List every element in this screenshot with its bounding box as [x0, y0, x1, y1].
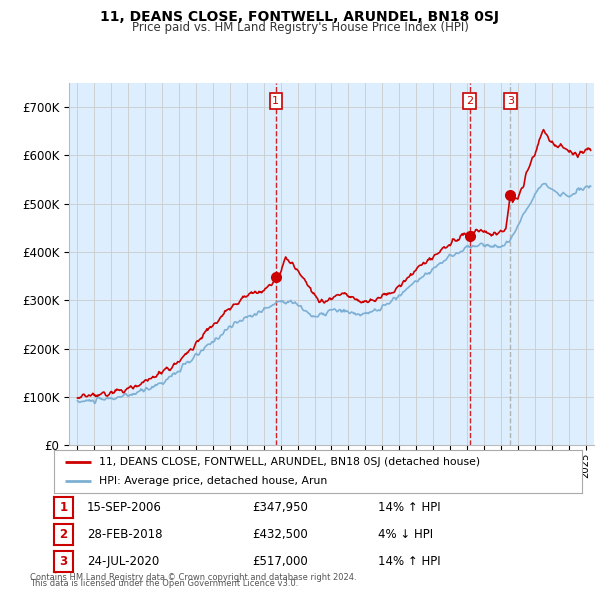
Text: 3: 3 — [507, 96, 514, 106]
Text: 28-FEB-2018: 28-FEB-2018 — [87, 528, 163, 541]
Text: 2: 2 — [466, 96, 473, 106]
Text: 15-SEP-2006: 15-SEP-2006 — [87, 501, 162, 514]
Text: Price paid vs. HM Land Registry's House Price Index (HPI): Price paid vs. HM Land Registry's House … — [131, 21, 469, 34]
Text: 3: 3 — [59, 555, 68, 568]
Text: HPI: Average price, detached house, Arun: HPI: Average price, detached house, Arun — [99, 476, 327, 486]
Text: 14% ↑ HPI: 14% ↑ HPI — [378, 501, 440, 514]
Text: 11, DEANS CLOSE, FONTWELL, ARUNDEL, BN18 0SJ (detached house): 11, DEANS CLOSE, FONTWELL, ARUNDEL, BN18… — [99, 457, 480, 467]
Text: £347,950: £347,950 — [252, 501, 308, 514]
Text: £432,500: £432,500 — [252, 528, 308, 541]
Text: Contains HM Land Registry data © Crown copyright and database right 2024.: Contains HM Land Registry data © Crown c… — [30, 573, 356, 582]
Text: 24-JUL-2020: 24-JUL-2020 — [87, 555, 159, 568]
Text: 2: 2 — [59, 528, 68, 541]
Text: 14% ↑ HPI: 14% ↑ HPI — [378, 555, 440, 568]
Text: 1: 1 — [59, 501, 68, 514]
Text: £517,000: £517,000 — [252, 555, 308, 568]
Text: 4% ↓ HPI: 4% ↓ HPI — [378, 528, 433, 541]
Text: 11, DEANS CLOSE, FONTWELL, ARUNDEL, BN18 0SJ: 11, DEANS CLOSE, FONTWELL, ARUNDEL, BN18… — [101, 10, 499, 24]
Text: This data is licensed under the Open Government Licence v3.0.: This data is licensed under the Open Gov… — [30, 579, 298, 588]
Text: 1: 1 — [272, 96, 279, 106]
